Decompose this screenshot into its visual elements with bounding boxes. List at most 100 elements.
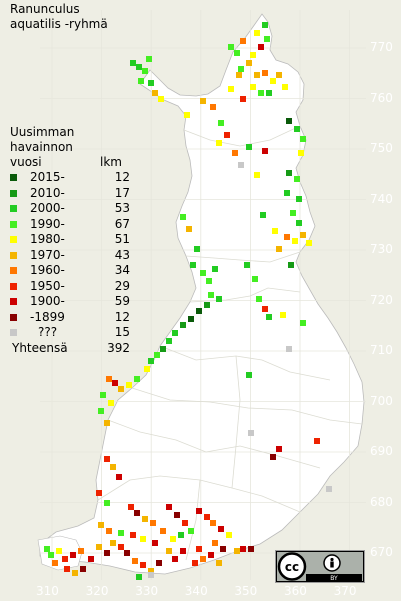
- observation-square: [248, 546, 254, 552]
- observation-square: [148, 568, 154, 574]
- observation-square: [96, 544, 102, 550]
- observation-square: [118, 530, 124, 536]
- observation-square: [216, 560, 222, 566]
- observation-square: [180, 548, 186, 554]
- legend-header-row: vuosi lkm: [10, 155, 130, 170]
- legend-color-swatch: [10, 174, 17, 181]
- observation-square: [270, 78, 276, 84]
- cc-license-badge[interactable]: cc BY: [275, 550, 365, 583]
- legend-color-swatch: [10, 313, 17, 321]
- observation-square: [72, 570, 78, 576]
- observation-square: [158, 96, 164, 102]
- observation-square: [166, 548, 172, 554]
- x-grid-label: 310: [36, 584, 59, 598]
- observation-square: [280, 312, 286, 318]
- y-grid-label: 750: [370, 141, 393, 155]
- observation-square: [194, 246, 200, 252]
- legend-item: 1950- 29: [10, 279, 130, 295]
- observation-square: [134, 510, 140, 516]
- legend-item-label: 1960-: [30, 263, 65, 277]
- legend-item: 1970- 43: [10, 248, 130, 264]
- observation-square: [78, 548, 84, 554]
- y-grid-label: 730: [370, 242, 393, 256]
- legend-total-count: 392: [107, 340, 130, 355]
- legend-item-count: 43: [114, 247, 130, 262]
- observation-square: [212, 266, 218, 272]
- observation-square: [300, 320, 306, 326]
- observation-square: [150, 520, 156, 526]
- observation-square: [204, 514, 210, 520]
- observation-square: [212, 540, 218, 546]
- observation-square: [166, 338, 172, 344]
- legend-color-swatch: [10, 189, 17, 197]
- observation-square: [216, 296, 222, 302]
- observation-square: [264, 36, 270, 42]
- observation-square: [238, 66, 244, 72]
- observation-square: [236, 72, 242, 78]
- legend-header-1: Uusimman: [10, 125, 75, 139]
- legend-item-count: 15: [114, 325, 130, 339]
- region-boundaries: [97, 125, 363, 561]
- observation-square: [298, 150, 304, 156]
- observation-square: [178, 532, 184, 538]
- observation-square: [246, 60, 252, 66]
- observation-square: [192, 560, 198, 566]
- legend-item-label: 1950-: [30, 278, 65, 293]
- observation-square: [276, 446, 282, 452]
- observation-square: [284, 234, 290, 240]
- observation-square: [142, 68, 148, 74]
- legend-item: -1899 12: [10, 310, 130, 326]
- observation-square: [146, 56, 152, 62]
- observation-square: [184, 112, 190, 118]
- legend-item-label: 2015-: [30, 170, 65, 184]
- x-grid-label: 370: [333, 584, 357, 598]
- observation-square: [262, 148, 268, 154]
- observation-square: [180, 322, 186, 328]
- legend-color-swatch: [10, 298, 17, 305]
- observation-square: [196, 308, 202, 314]
- observation-square: [262, 22, 268, 28]
- legend-color-swatch: [10, 267, 17, 274]
- observation-square: [110, 540, 116, 546]
- observation-square: [248, 430, 254, 436]
- y-grid-label: 670: [370, 545, 393, 559]
- observation-square: [160, 528, 166, 534]
- observation-square: [104, 550, 110, 556]
- legend-item: ??? 15: [10, 325, 130, 341]
- legend-item-label: 1990-: [30, 216, 65, 231]
- observation-square: [252, 276, 258, 282]
- legend: Uusimman havainnon vuosi lkm 2015- 12 2010…: [10, 125, 130, 356]
- observation-square: [196, 508, 202, 514]
- observation-square: [136, 574, 142, 580]
- y-grid-label: 700: [370, 393, 393, 408]
- legend-total-row: Yhteensä 392: [10, 341, 130, 357]
- observation-square: [48, 552, 54, 558]
- observation-square: [70, 552, 76, 558]
- observation-square: [226, 532, 232, 538]
- observation-square: [234, 548, 240, 554]
- legend-color-swatch: [10, 282, 17, 290]
- observation-square: [286, 170, 292, 176]
- observation-square: [186, 226, 192, 232]
- observation-square: [286, 118, 292, 124]
- x-grid-label: 360: [284, 584, 307, 598]
- observation-square: [52, 560, 58, 566]
- legend-header-2: havainnon: [10, 140, 73, 154]
- observation-square: [200, 556, 206, 562]
- observation-square: [100, 392, 106, 398]
- observation-square: [284, 190, 290, 196]
- observation-square: [98, 522, 104, 528]
- observation-square: [276, 246, 282, 252]
- observation-square: [206, 278, 212, 284]
- legend-item-label: 2010-: [30, 185, 65, 200]
- observation-square: [254, 172, 260, 178]
- observation-square: [262, 70, 268, 76]
- legend-item-count: 51: [114, 232, 130, 246]
- observation-square: [204, 302, 210, 308]
- observation-square: [108, 400, 114, 406]
- observation-square: [156, 560, 162, 566]
- observation-square: [300, 136, 306, 142]
- observation-square: [228, 86, 234, 92]
